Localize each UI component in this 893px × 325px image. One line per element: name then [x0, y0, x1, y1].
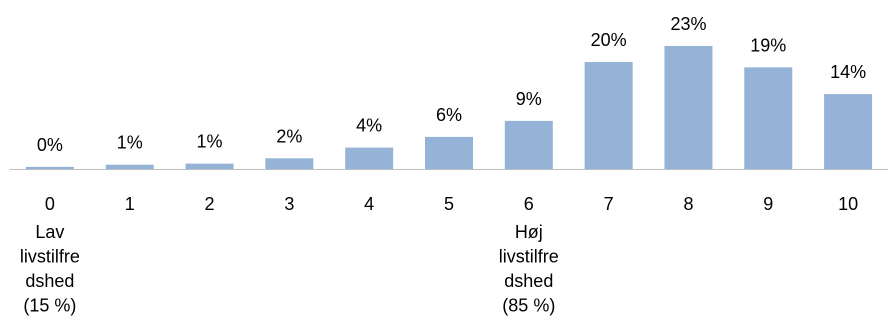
data-label: 9%: [516, 89, 542, 109]
annotation-line: (15 %): [23, 296, 76, 316]
bar: [345, 147, 394, 169]
x-tick-labels-group: 0 1 2 3 4 5 6 7 8 9 10: [45, 194, 858, 214]
x-tick-label: 0: [45, 194, 55, 214]
bar: [185, 163, 234, 169]
x-tick-label: 6: [524, 194, 534, 214]
bar: [425, 136, 473, 169]
x-tick-label: 9: [763, 194, 773, 214]
data-label: 1%: [197, 132, 223, 152]
x-tick-label: 8: [683, 194, 693, 214]
data-label: 19%: [750, 35, 786, 55]
x-tick-label: 3: [284, 194, 294, 214]
x-tick-label: 1: [125, 194, 135, 214]
data-label: 2%: [276, 126, 302, 146]
bar: [265, 158, 314, 169]
bar: [824, 94, 873, 169]
annotation-line: dshed: [504, 271, 553, 291]
bar: [504, 120, 553, 169]
annotation-line: livstilfre: [20, 247, 80, 267]
bar: [25, 166, 74, 169]
bar: [105, 164, 154, 169]
bar: [664, 45, 713, 170]
x-tick-label: 7: [604, 194, 614, 214]
x-tick-label: 10: [838, 194, 858, 214]
annotation-line: livstilfre: [499, 247, 559, 267]
x-tick-label: 2: [205, 194, 215, 214]
x-tick-label: 4: [364, 194, 374, 214]
category-annotations-group: Lav livstilfre dshed (15 %) Høj livstilfre dsh…: [20, 222, 559, 316]
data-label: 1%: [117, 133, 143, 153]
data-label: 23%: [670, 14, 706, 34]
annotation-line: (85 %): [502, 296, 555, 316]
annotation-line: dshed: [25, 271, 74, 291]
bar: [584, 62, 633, 169]
data-label: 6%: [436, 105, 462, 125]
data-label: 4%: [356, 116, 382, 136]
annotation-line: Høj: [515, 222, 543, 242]
bars-group: [25, 45, 873, 170]
x-tick-label: 5: [444, 194, 454, 214]
annotation-line: Lav: [35, 222, 64, 242]
data-labels-group: 0% 1% 1% 2% 4% 6% 9% 20% 23% 19% 14%: [37, 14, 866, 155]
data-label: 0%: [37, 135, 63, 155]
bar: [744, 67, 793, 169]
data-label: 20%: [591, 30, 627, 50]
data-label: 14%: [830, 62, 866, 82]
